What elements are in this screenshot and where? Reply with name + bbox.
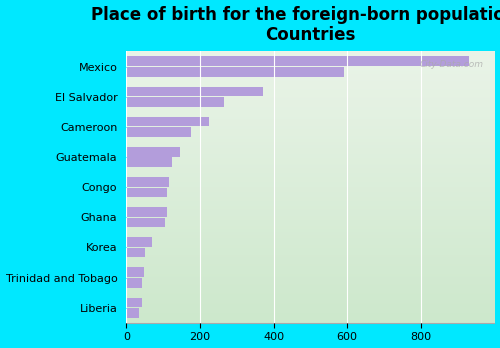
Bar (126, 188, 167, 197)
Title: Place of birth for the foreign-born population -
Countries: Place of birth for the foreign-born popu… (92, 6, 500, 44)
Bar (126, 237, 152, 247)
Bar (126, 308, 139, 318)
Bar (126, 267, 144, 277)
Bar (126, 87, 262, 96)
Bar (126, 218, 165, 227)
Bar (126, 278, 142, 287)
Bar (126, 117, 209, 126)
Text: City-Data.com: City-Data.com (420, 60, 484, 69)
Bar (126, 157, 172, 167)
Bar (126, 56, 468, 66)
Bar (126, 67, 344, 77)
Bar (126, 177, 168, 187)
Bar (126, 97, 224, 107)
Bar (126, 298, 142, 307)
Bar (126, 207, 167, 217)
Bar (126, 248, 146, 258)
Bar (126, 147, 180, 157)
Bar (126, 127, 191, 137)
